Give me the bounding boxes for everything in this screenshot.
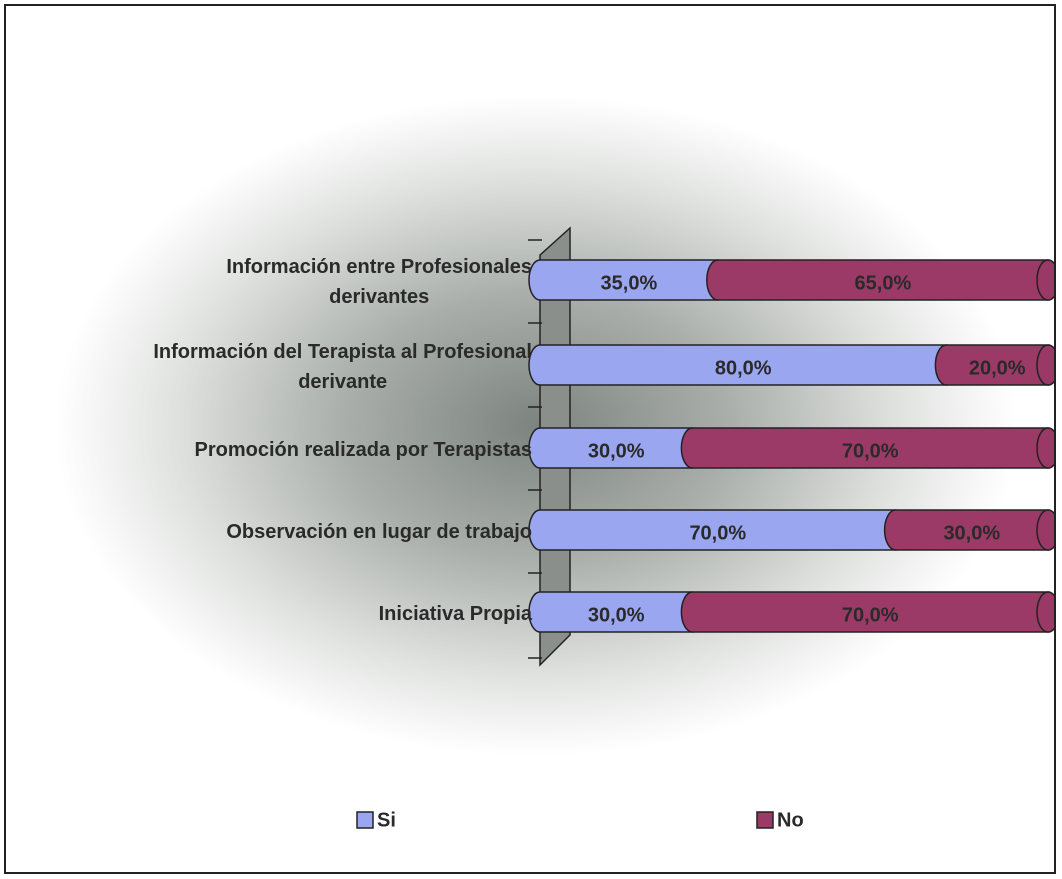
legend-swatch	[756, 811, 774, 829]
value-label: 65,0%	[855, 272, 912, 294]
value-label: 30,0%	[943, 522, 1000, 544]
category-label: Información entre Profesionales derivant…	[226, 256, 532, 308]
legend-label: No	[777, 809, 804, 831]
category-label: Información del Terapista al Profesional…	[153, 341, 532, 393]
bar-end-cap	[1036, 259, 1054, 301]
category-label: Observación en lugar de trabajo	[226, 521, 532, 543]
value-label: 30,0%	[588, 604, 645, 626]
category-label: Promoción realizada por Terapistas	[194, 439, 532, 461]
legend-swatch	[356, 811, 374, 829]
value-label: 70,0%	[842, 604, 899, 626]
legend-label: Si	[377, 809, 396, 831]
value-label: 20,0%	[969, 357, 1026, 379]
value-label: 80,0%	[715, 357, 772, 379]
value-label: 70,0%	[842, 440, 899, 462]
bar-end-cap	[1036, 509, 1054, 551]
value-label: 70,0%	[689, 522, 746, 544]
bar-end-cap	[1036, 591, 1054, 633]
category-label: Iniciativa Propia	[378, 603, 532, 625]
chart-frame: 35,0% 65,0% 80,0% 20,0% 30,0% 70,0% 70,0% 30,0%…	[4, 4, 1056, 874]
bar-end-cap	[1036, 344, 1054, 386]
value-label: 30,0%	[588, 440, 645, 462]
value-label: 35,0%	[601, 272, 658, 294]
bar-end-cap	[1036, 427, 1054, 469]
chart: 35,0% 65,0% 80,0% 20,0% 30,0% 70,0% 70,0% 30,0%…	[356, 226, 1054, 831]
